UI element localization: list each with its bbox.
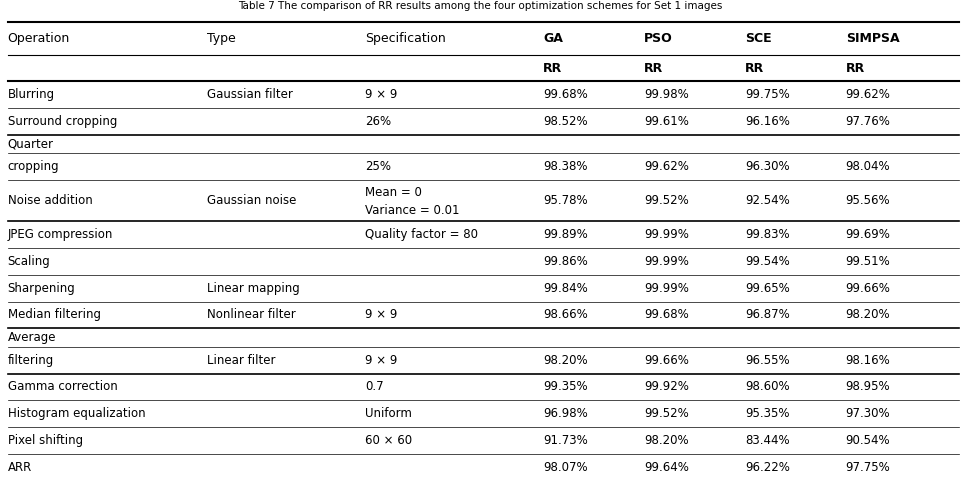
Text: 97.76%: 97.76% bbox=[846, 115, 891, 128]
Text: 0.7: 0.7 bbox=[365, 380, 383, 393]
Text: 99.64%: 99.64% bbox=[644, 460, 689, 474]
Text: 98.38%: 98.38% bbox=[543, 160, 587, 173]
Text: 98.95%: 98.95% bbox=[846, 380, 890, 393]
Text: 99.99%: 99.99% bbox=[644, 282, 689, 295]
Text: 99.52%: 99.52% bbox=[644, 194, 689, 207]
Text: 99.89%: 99.89% bbox=[543, 228, 588, 241]
Text: 98.60%: 98.60% bbox=[745, 380, 789, 393]
Text: 99.99%: 99.99% bbox=[644, 255, 689, 268]
Text: Table 7 The comparison of RR results among the four optimization schemes for Set: Table 7 The comparison of RR results amo… bbox=[238, 1, 723, 11]
Text: 96.98%: 96.98% bbox=[543, 407, 588, 420]
Text: 96.87%: 96.87% bbox=[745, 308, 790, 322]
Text: 99.51%: 99.51% bbox=[846, 255, 891, 268]
Text: Operation: Operation bbox=[8, 32, 70, 44]
Text: 96.30%: 96.30% bbox=[745, 160, 789, 173]
Text: Quality factor = 80: Quality factor = 80 bbox=[365, 228, 479, 241]
Text: 98.66%: 98.66% bbox=[543, 308, 588, 322]
Text: 99.65%: 99.65% bbox=[745, 282, 790, 295]
Text: 60 × 60: 60 × 60 bbox=[365, 434, 412, 447]
Text: 9 × 9: 9 × 9 bbox=[365, 354, 398, 367]
Text: Median filtering: Median filtering bbox=[8, 308, 101, 322]
Text: Histogram equalization: Histogram equalization bbox=[8, 407, 145, 420]
Text: Nonlinear filter: Nonlinear filter bbox=[207, 308, 295, 322]
Text: 98.20%: 98.20% bbox=[644, 434, 688, 447]
Text: Pixel shifting: Pixel shifting bbox=[8, 434, 83, 447]
Text: cropping: cropping bbox=[8, 160, 60, 173]
Text: 97.30%: 97.30% bbox=[846, 407, 890, 420]
Text: Gamma correction: Gamma correction bbox=[8, 380, 117, 393]
Text: 99.66%: 99.66% bbox=[846, 282, 891, 295]
Text: RR: RR bbox=[644, 62, 663, 75]
Text: 9 × 9: 9 × 9 bbox=[365, 308, 398, 322]
Text: 99.86%: 99.86% bbox=[543, 255, 588, 268]
Text: PSO: PSO bbox=[644, 32, 673, 44]
Text: 98.07%: 98.07% bbox=[543, 460, 587, 474]
Text: Uniform: Uniform bbox=[365, 407, 412, 420]
Text: 98.04%: 98.04% bbox=[846, 160, 890, 173]
Text: 99.52%: 99.52% bbox=[644, 407, 689, 420]
Text: Mean = 0: Mean = 0 bbox=[365, 186, 422, 199]
Text: 99.61%: 99.61% bbox=[644, 115, 689, 128]
Text: Linear mapping: Linear mapping bbox=[207, 282, 300, 295]
Text: Quarter: Quarter bbox=[8, 138, 54, 151]
Text: 99.62%: 99.62% bbox=[846, 88, 891, 101]
Text: 99.69%: 99.69% bbox=[846, 228, 891, 241]
Text: 98.16%: 98.16% bbox=[846, 354, 891, 367]
Text: RR: RR bbox=[846, 62, 865, 75]
Text: 99.68%: 99.68% bbox=[644, 308, 689, 322]
Text: JPEG compression: JPEG compression bbox=[8, 228, 113, 241]
Text: Variance = 0.01: Variance = 0.01 bbox=[365, 204, 459, 217]
Text: 25%: 25% bbox=[365, 160, 391, 173]
Text: 92.54%: 92.54% bbox=[745, 194, 790, 207]
Text: 90.54%: 90.54% bbox=[846, 434, 890, 447]
Text: Linear filter: Linear filter bbox=[207, 354, 275, 367]
Text: 95.35%: 95.35% bbox=[745, 407, 789, 420]
Text: Average: Average bbox=[8, 331, 56, 344]
Text: 98.20%: 98.20% bbox=[543, 354, 587, 367]
Text: 99.62%: 99.62% bbox=[644, 160, 689, 173]
Text: SIMPSA: SIMPSA bbox=[846, 32, 899, 44]
Text: 26%: 26% bbox=[365, 115, 391, 128]
Text: 99.68%: 99.68% bbox=[543, 88, 588, 101]
Text: Noise addition: Noise addition bbox=[8, 194, 92, 207]
Text: SCE: SCE bbox=[745, 32, 772, 44]
Text: 96.22%: 96.22% bbox=[745, 460, 790, 474]
Text: RR: RR bbox=[543, 62, 562, 75]
Text: 99.35%: 99.35% bbox=[543, 380, 587, 393]
Text: 99.99%: 99.99% bbox=[644, 228, 689, 241]
Text: Gaussian filter: Gaussian filter bbox=[207, 88, 292, 101]
Text: 95.56%: 95.56% bbox=[846, 194, 890, 207]
Text: GA: GA bbox=[543, 32, 563, 44]
Text: 9 × 9: 9 × 9 bbox=[365, 88, 398, 101]
Text: Specification: Specification bbox=[365, 32, 446, 44]
Text: 83.44%: 83.44% bbox=[745, 434, 789, 447]
Text: 95.78%: 95.78% bbox=[543, 194, 587, 207]
Text: Sharpening: Sharpening bbox=[8, 282, 75, 295]
Text: RR: RR bbox=[745, 62, 764, 75]
Text: ARR: ARR bbox=[8, 460, 32, 474]
Text: 99.83%: 99.83% bbox=[745, 228, 789, 241]
Text: Type: Type bbox=[207, 32, 235, 44]
Text: 99.75%: 99.75% bbox=[745, 88, 790, 101]
Text: 99.92%: 99.92% bbox=[644, 380, 689, 393]
Text: 96.16%: 96.16% bbox=[745, 115, 790, 128]
Text: Gaussian noise: Gaussian noise bbox=[207, 194, 296, 207]
Text: 98.20%: 98.20% bbox=[846, 308, 890, 322]
Text: Scaling: Scaling bbox=[8, 255, 50, 268]
Text: Surround cropping: Surround cropping bbox=[8, 115, 117, 128]
Text: 91.73%: 91.73% bbox=[543, 434, 588, 447]
Text: filtering: filtering bbox=[8, 354, 54, 367]
Text: 99.66%: 99.66% bbox=[644, 354, 689, 367]
Text: 96.55%: 96.55% bbox=[745, 354, 789, 367]
Text: 99.54%: 99.54% bbox=[745, 255, 790, 268]
Text: Blurring: Blurring bbox=[8, 88, 55, 101]
Text: 98.52%: 98.52% bbox=[543, 115, 587, 128]
Text: 99.84%: 99.84% bbox=[543, 282, 588, 295]
Text: 97.75%: 97.75% bbox=[846, 460, 891, 474]
Text: 99.98%: 99.98% bbox=[644, 88, 689, 101]
